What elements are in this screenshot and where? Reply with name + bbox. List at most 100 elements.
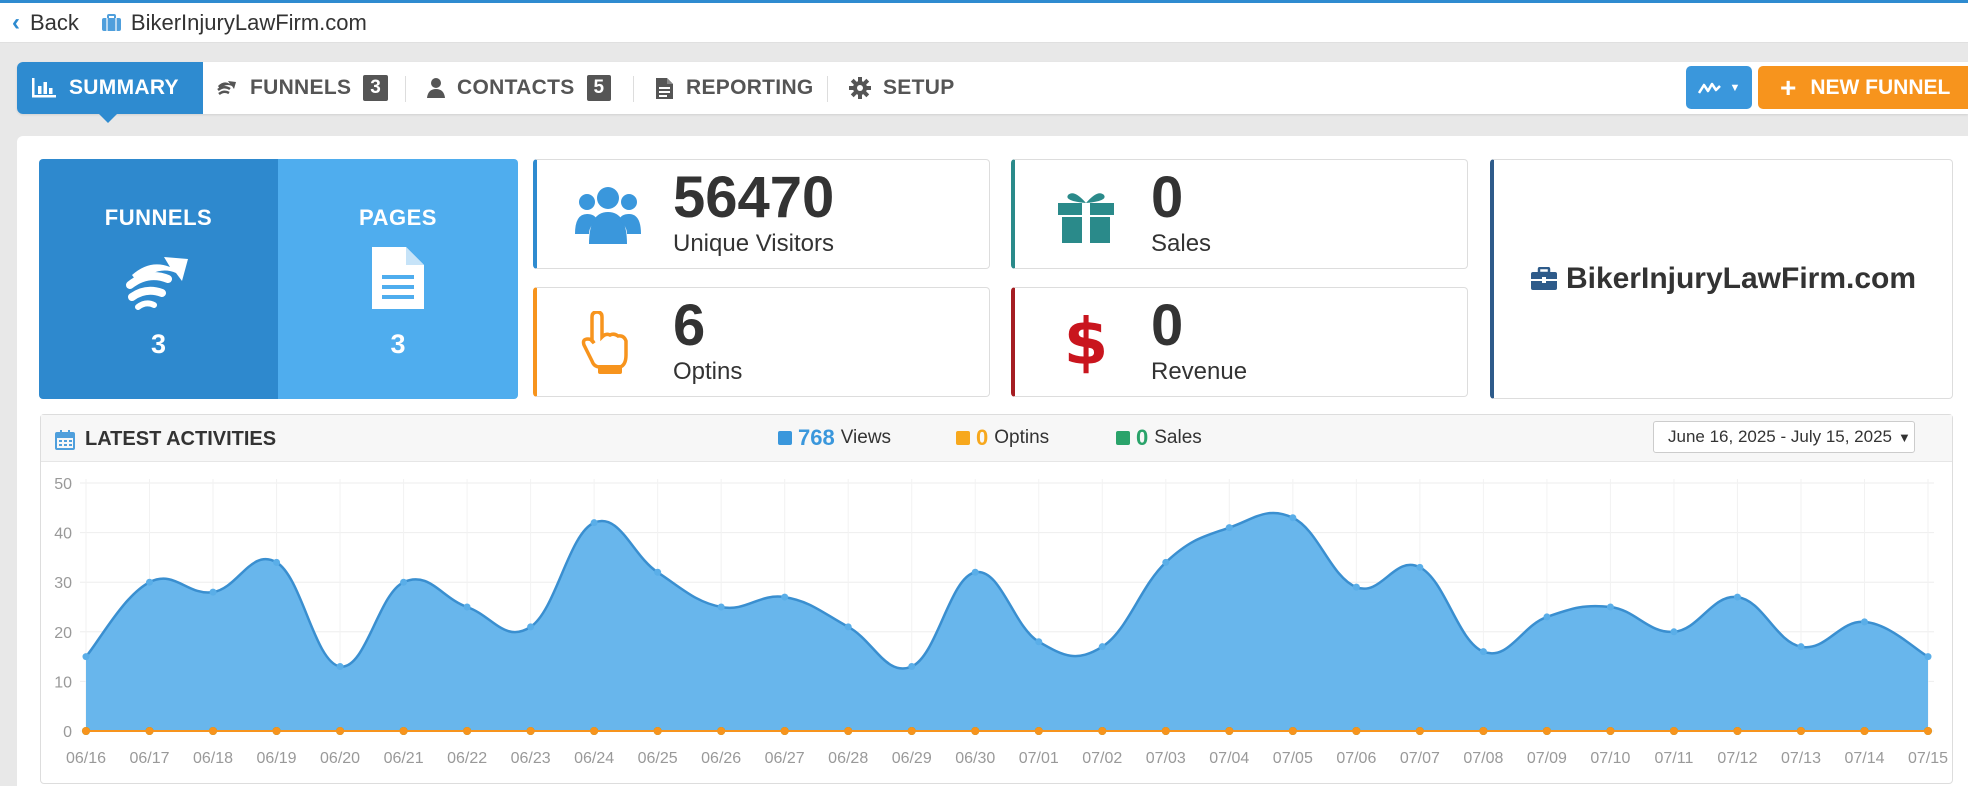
funnel-icon (216, 78, 238, 98)
x-tick-label: 06/26 (701, 750, 741, 767)
x-tick-label: 07/04 (1209, 750, 1249, 767)
revenue-label: Revenue (1151, 358, 1248, 385)
views-point (400, 578, 408, 586)
sales-card: 0 Sales (1011, 159, 1468, 269)
x-tick-label: 06/25 (638, 750, 678, 767)
sales-legend-label: Sales (1154, 427, 1202, 448)
chart-type-dropdown[interactable]: ▼ (1686, 66, 1752, 109)
optins-point (463, 727, 472, 735)
views-swatch (778, 431, 792, 445)
pointing-hand-icon (573, 308, 643, 378)
legend-views: 768 Views (778, 425, 891, 451)
briefcase-icon (101, 13, 121, 31)
views-count: 768 (798, 425, 835, 450)
views-point (971, 568, 979, 576)
x-tick-label: 07/09 (1527, 750, 1567, 767)
views-point (1098, 643, 1106, 651)
back-button[interactable]: ‹ Back (12, 10, 79, 36)
briefcase-icon (1530, 267, 1557, 290)
tab-setup[interactable]: SETUP (849, 62, 955, 114)
optins-label: Optins (673, 358, 743, 385)
optins-point (1924, 727, 1932, 735)
pages-summary-tile[interactable]: PAGES 3 (278, 159, 518, 399)
gear-icon (849, 77, 871, 99)
dollar-icon: $ (1063, 306, 1109, 380)
date-range-text: June 16, 2025 - July 15, 2025 (1668, 427, 1892, 446)
optins-point (1796, 727, 1805, 735)
views-point (1797, 643, 1805, 651)
views-area (86, 512, 1928, 731)
x-tick-label: 06/23 (511, 750, 551, 767)
x-tick-label: 07/14 (1844, 750, 1884, 767)
optins-point (1606, 727, 1615, 735)
tab-summary-label: SUMMARY (69, 76, 179, 99)
optins-point (399, 727, 408, 735)
x-tick-label: 06/20 (320, 750, 360, 767)
new-funnel-button[interactable]: + NEW FUNNEL (1758, 66, 1968, 109)
users-icon (573, 180, 643, 250)
optins-point (336, 727, 345, 735)
bar-chart-icon (31, 77, 57, 99)
views-point (82, 653, 90, 661)
optins-point (1479, 727, 1488, 735)
unique-visitors-card: 56470 Unique Visitors (533, 159, 990, 269)
optins-value: 6 (673, 293, 706, 358)
gift-icon (1051, 180, 1121, 250)
optins-point (844, 727, 853, 735)
tab-funnels-label: FUNNELS (250, 76, 352, 99)
x-tick-label: 06/28 (828, 750, 868, 767)
optins-point (1733, 727, 1742, 735)
optins-point (1098, 727, 1107, 735)
optins-swatch (956, 431, 970, 445)
optins-legend-label: Optins (994, 427, 1050, 448)
sales-label: Sales (1151, 230, 1212, 257)
views-point (908, 663, 916, 671)
optins-count: 0 (976, 425, 989, 450)
views-point (1035, 638, 1043, 646)
optins-point (1161, 727, 1170, 735)
x-tick-label: 07/07 (1400, 750, 1440, 767)
brand-card: BikerInjuryLawFirm.com (1490, 159, 1953, 399)
optins-point (1669, 727, 1678, 735)
optins-point (1352, 727, 1361, 735)
optins-point (653, 727, 662, 735)
top-bar: ‹ Back BikerInjuryLawFirm.com (0, 3, 1968, 43)
views-point (1352, 583, 1360, 591)
optins-point (272, 727, 281, 735)
views-point (1860, 618, 1868, 626)
views-point (1606, 603, 1614, 611)
nav-divider (633, 76, 634, 102)
x-tick-label: 07/10 (1590, 750, 1630, 767)
views-point (844, 623, 852, 631)
views-point (1162, 558, 1170, 566)
tab-funnels[interactable]: FUNNELS 3 (216, 62, 389, 114)
tab-contacts-label: CONTACTS (457, 76, 575, 99)
tab-summary[interactable]: SUMMARY (17, 62, 203, 123)
x-tick-label: 07/06 (1336, 750, 1376, 767)
optins-point (971, 727, 980, 735)
y-tick-label: 10 (54, 674, 72, 691)
funnels-count: 3 (150, 329, 167, 359)
back-label: Back (30, 9, 79, 35)
tab-setup-label: SETUP (883, 76, 955, 99)
y-tick-label: 30 (54, 575, 72, 592)
sales-swatch (1116, 431, 1130, 445)
optins-point (1542, 727, 1551, 735)
sales-count: 0 (1136, 425, 1149, 450)
views-point (590, 519, 598, 527)
tab-reporting[interactable]: REPORTING (655, 62, 814, 114)
views-point (209, 588, 217, 596)
funnels-summary-tile[interactable]: FUNNELS 3 (39, 159, 278, 399)
x-tick-label: 07/05 (1273, 750, 1313, 767)
y-tick-label: 50 (54, 476, 72, 493)
x-tick-label: 06/16 (66, 750, 106, 767)
date-range-picker[interactable]: June 16, 2025 - July 15, 2025 ▼ (1653, 421, 1915, 453)
optins-card: 6 Optins (533, 287, 990, 397)
user-icon (427, 77, 445, 99)
x-tick-label: 07/12 (1717, 750, 1757, 767)
nav-divider (405, 76, 406, 102)
tab-contacts[interactable]: CONTACTS 5 (427, 62, 612, 114)
activities-title-text: LATEST ACTIVITIES (85, 428, 277, 450)
optins-point (590, 727, 599, 735)
